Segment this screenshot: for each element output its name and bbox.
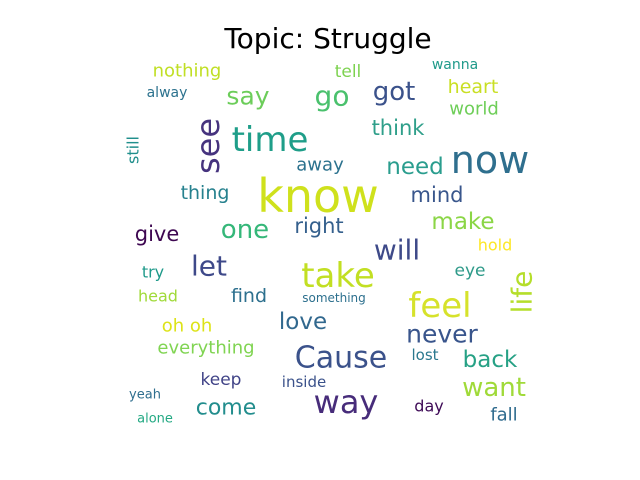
- word-alway: alway: [147, 85, 188, 101]
- word-keep: keep: [201, 370, 242, 390]
- word-something: something: [302, 291, 366, 305]
- word-alone: alone: [137, 412, 173, 427]
- word-will: will: [374, 234, 420, 267]
- word-see: see: [189, 118, 227, 174]
- word-want: want: [462, 373, 526, 403]
- word-right: right: [294, 214, 343, 238]
- word-head: head: [138, 287, 178, 306]
- word-thing: thing: [181, 182, 230, 204]
- word-day: day: [414, 397, 443, 416]
- word-give: give: [135, 222, 180, 246]
- word-eye: eye: [455, 261, 486, 281]
- word-think: think: [372, 116, 426, 140]
- word-hold: hold: [478, 236, 513, 255]
- word-lost: lost: [411, 346, 438, 364]
- word-yeah: yeah: [129, 388, 161, 403]
- word-wanna: wanna: [432, 57, 478, 73]
- word-oh-oh: oh oh: [162, 316, 213, 337]
- word-tell: tell: [335, 62, 362, 82]
- word-let: let: [191, 250, 227, 283]
- word-love: love: [279, 309, 327, 335]
- word-now: now: [451, 138, 529, 182]
- word-still: still: [124, 136, 143, 164]
- word-cause: Cause: [295, 341, 387, 376]
- word-never: never: [406, 320, 478, 349]
- word-fall: fall: [490, 405, 517, 426]
- word-got: got: [373, 77, 416, 107]
- word-come: come: [196, 396, 257, 421]
- word-make: make: [431, 209, 494, 235]
- word-life: life: [506, 271, 539, 314]
- word-need: need: [386, 154, 443, 180]
- word-one: one: [221, 215, 269, 245]
- word-say: say: [226, 82, 269, 111]
- word-everything: everything: [157, 338, 254, 359]
- word-nothing: nothing: [153, 61, 222, 82]
- word-try: try: [142, 263, 164, 282]
- word-take: take: [301, 256, 375, 296]
- word-inside: inside: [282, 373, 326, 391]
- chart-title: Topic: Struggle: [223, 22, 431, 55]
- word-back: back: [463, 347, 518, 373]
- word-away: away: [296, 155, 344, 176]
- word-mind: mind: [411, 183, 464, 207]
- word-world: world: [449, 99, 499, 120]
- word-heart: heart: [448, 76, 499, 98]
- word-time: time: [232, 120, 309, 160]
- word-way: way: [314, 383, 379, 421]
- word-find: find: [231, 285, 267, 307]
- word-know: know: [257, 169, 379, 223]
- word-feel: feel: [408, 286, 471, 326]
- word-go: go: [315, 80, 350, 113]
- word-cloud-words: know now take time feel see way Cause life will go…: [124, 57, 539, 427]
